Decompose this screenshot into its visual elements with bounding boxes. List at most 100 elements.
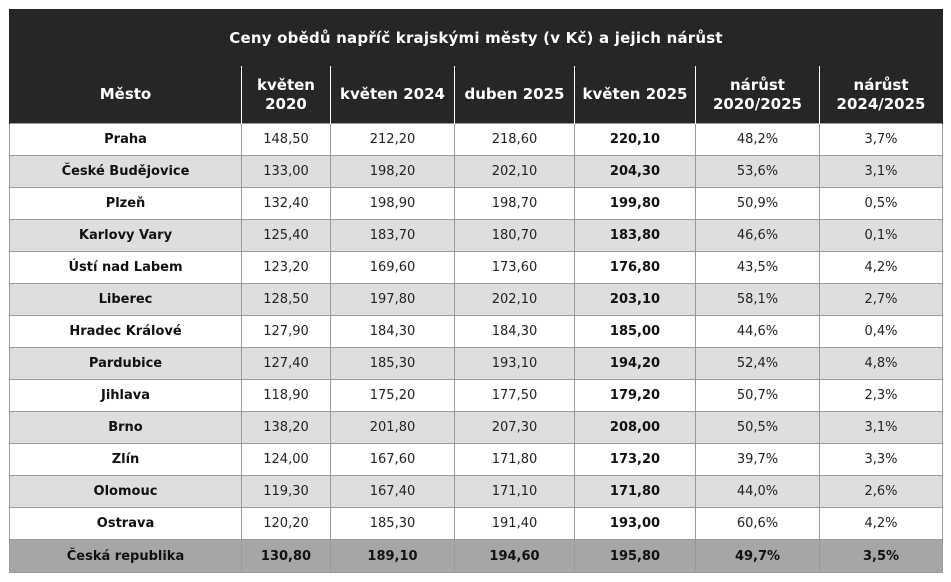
value-cell: 183,80 — [574, 219, 696, 252]
value-cell: 198,70 — [454, 187, 575, 220]
value-cell: 118,90 — [241, 379, 331, 412]
column-header-text: 2020/2025 — [713, 94, 802, 113]
value-cell: 123,20 — [241, 251, 331, 284]
value-cell: 171,80 — [454, 443, 575, 476]
column-header: duben 2025 — [454, 65, 575, 124]
column-header: květen 2025 — [574, 65, 696, 124]
value-cell: 194,60 — [454, 539, 575, 573]
value-cell: 3,1% — [818, 155, 944, 188]
value-cell: 148,50 — [241, 123, 331, 156]
column-header-text: 2024/2025 — [836, 94, 926, 113]
table-row: Brno 138,20 201,80 207,30 208,00 50,5% 3,1% — [9, 411, 944, 444]
value-cell: 198,20 — [330, 155, 455, 188]
column-header-text: duben 2025 — [464, 85, 565, 103]
value-cell: 124,00 — [241, 443, 331, 476]
value-cell: 185,30 — [330, 347, 455, 380]
value-cell: 4,2% — [818, 507, 944, 540]
value-cell: 44,6% — [695, 315, 820, 348]
value-cell: 169,60 — [330, 251, 455, 284]
value-cell: 4,2% — [818, 251, 944, 284]
value-cell: 184,30 — [454, 315, 575, 348]
city-cell: Ústí nad Labem — [9, 251, 242, 284]
table-row: Jihlava 118,90 175,20 177,50 179,20 50,7% 2,3% — [9, 379, 944, 412]
value-cell: 50,9% — [695, 187, 820, 220]
value-cell: 3,1% — [818, 411, 944, 444]
value-cell: 185,00 — [574, 315, 696, 348]
city-cell: Česká republika — [9, 539, 242, 573]
value-cell: 39,7% — [695, 443, 820, 476]
value-cell: 199,80 — [574, 187, 696, 220]
city-cell: Ostrava — [9, 507, 242, 540]
value-cell: 132,40 — [241, 187, 331, 220]
value-cell: 194,20 — [574, 347, 696, 380]
column-header-text: květen 2024 — [340, 85, 445, 103]
table-body: Praha 148,50 212,20 218,60 220,10 48,2% 3,7% Če… — [9, 123, 944, 573]
value-cell: 183,70 — [330, 219, 455, 252]
column-header-text: Město — [99, 85, 152, 103]
column-header-text: nárůst — [853, 75, 909, 94]
column-header-text: květen 2025 — [582, 85, 688, 103]
value-cell: 0,5% — [818, 187, 944, 220]
value-cell: 171,10 — [454, 475, 575, 508]
value-cell: 2,6% — [818, 475, 944, 508]
value-cell: 201,80 — [330, 411, 455, 444]
value-cell: 2,3% — [818, 379, 944, 412]
value-cell: 193,00 — [574, 507, 696, 540]
value-cell: 189,10 — [330, 539, 455, 573]
city-cell: Hradec Králové — [9, 315, 242, 348]
value-cell: 3,5% — [818, 539, 944, 573]
value-cell: 191,40 — [454, 507, 575, 540]
table-row: Ostrava 120,20 185,30 191,40 193,00 60,6% 4,2% — [9, 507, 944, 540]
value-cell: 3,7% — [818, 123, 944, 156]
city-cell: Karlovy Vary — [9, 219, 242, 252]
value-cell: 127,90 — [241, 315, 331, 348]
city-cell: Jihlava — [9, 379, 242, 412]
value-cell: 203,10 — [574, 283, 696, 316]
value-cell: 119,30 — [241, 475, 331, 508]
value-cell: 173,20 — [574, 443, 696, 476]
value-cell: 184,30 — [330, 315, 455, 348]
value-cell: 125,40 — [241, 219, 331, 252]
value-cell: 120,20 — [241, 507, 331, 540]
city-cell: Brno — [9, 411, 242, 444]
value-cell: 0,1% — [818, 219, 944, 252]
value-cell: 193,10 — [454, 347, 575, 380]
column-header: květen 2024 — [330, 65, 455, 124]
value-cell: 177,50 — [454, 379, 575, 412]
value-cell: 171,80 — [574, 475, 696, 508]
value-cell: 4,8% — [818, 347, 944, 380]
value-cell: 2,7% — [818, 283, 944, 316]
value-cell: 207,30 — [454, 411, 575, 444]
column-header: Město — [9, 65, 242, 124]
city-cell: Praha — [9, 123, 242, 156]
table-row: Zlín 124,00 167,60 171,80 173,20 39,7% 3,3% — [9, 443, 944, 476]
value-cell: 60,6% — [695, 507, 820, 540]
column-header-text: květen — [257, 75, 315, 94]
value-cell: 212,20 — [330, 123, 455, 156]
value-cell: 133,00 — [241, 155, 331, 188]
city-cell: Pardubice — [9, 347, 242, 380]
city-cell: Zlín — [9, 443, 242, 476]
value-cell: 0,4% — [818, 315, 944, 348]
column-header: květen 2020 — [241, 65, 331, 124]
value-cell: 180,70 — [454, 219, 575, 252]
table-row: Plzeň 132,40 198,90 198,70 199,80 50,9% 0,5% — [9, 187, 944, 220]
value-cell: 175,20 — [330, 379, 455, 412]
city-cell: Plzeň — [9, 187, 242, 220]
value-cell: 138,20 — [241, 411, 331, 444]
value-cell: 195,80 — [574, 539, 696, 573]
column-header-row: Město květen 2020 květen 2024 duben 2025 květ… — [9, 65, 944, 124]
column-header-text: 2020 — [265, 94, 307, 113]
value-cell: 208,00 — [574, 411, 696, 444]
table-row: Pardubice 127,40 185,30 193,10 194,20 52,4% 4,… — [9, 347, 944, 380]
value-cell: 46,6% — [695, 219, 820, 252]
city-cell: Olomouc — [9, 475, 242, 508]
value-cell: 198,90 — [330, 187, 455, 220]
value-cell: 167,60 — [330, 443, 455, 476]
price-table-container: Ceny obědů napříč krajskými městy (v Kč)… — [8, 9, 944, 573]
value-cell: 173,60 — [454, 251, 575, 284]
value-cell: 202,10 — [454, 155, 575, 188]
value-cell: 44,0% — [695, 475, 820, 508]
value-cell: 202,10 — [454, 283, 575, 316]
value-cell: 43,5% — [695, 251, 820, 284]
